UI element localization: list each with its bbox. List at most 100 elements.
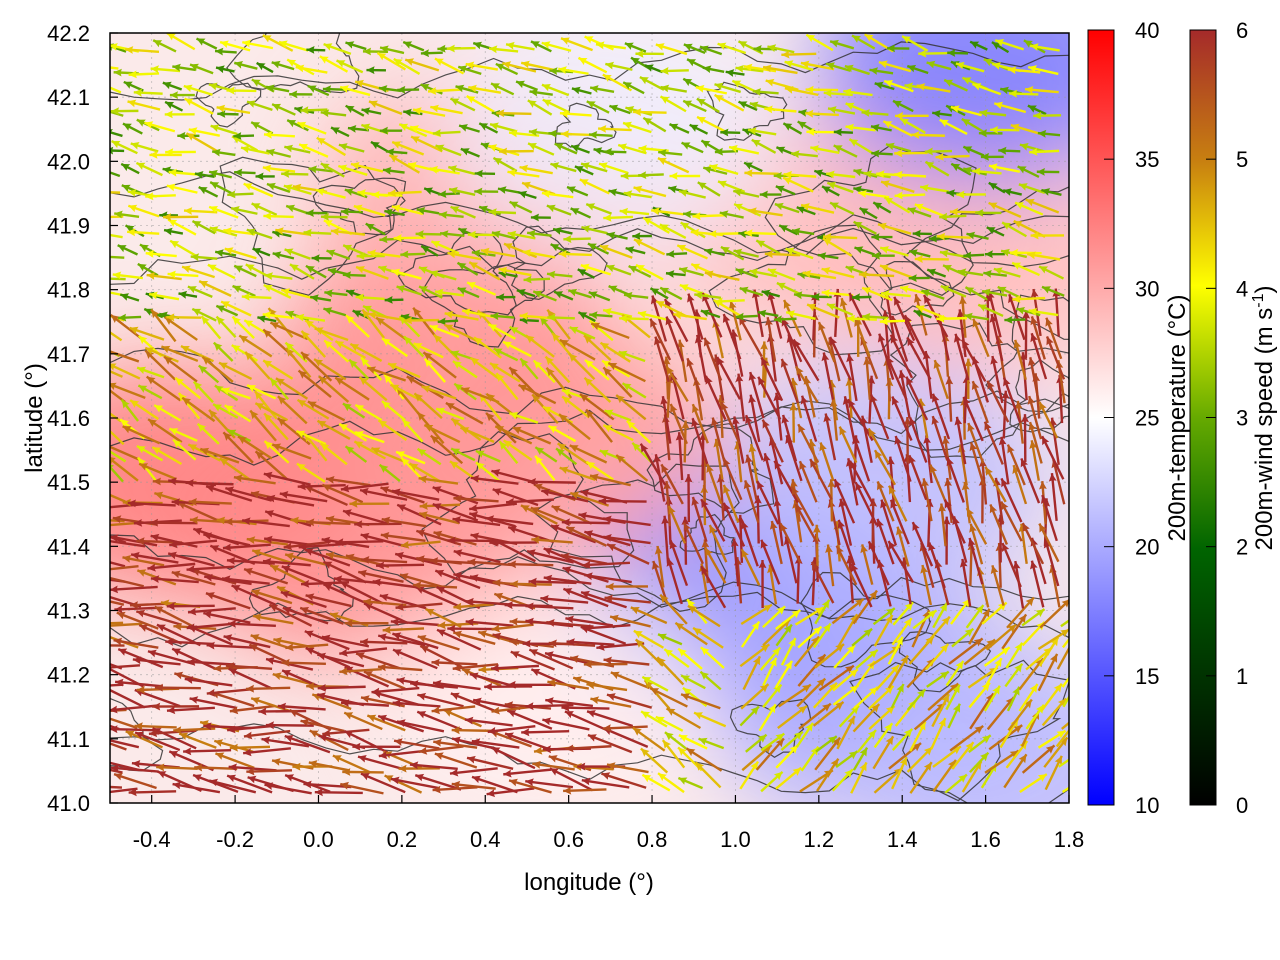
- x-tick-label: -0.2: [216, 827, 254, 852]
- wind-vector: [348, 358, 370, 380]
- wind-vector: [197, 364, 220, 384]
- wind-vector: [607, 361, 646, 383]
- wind-vector: [432, 486, 479, 505]
- wind-vector: [222, 431, 254, 464]
- wind-vector: [484, 682, 533, 691]
- wind-vector: [668, 123, 690, 134]
- wind-vector: [400, 250, 426, 259]
- wind-vector: [660, 84, 687, 93]
- wind-vector: [1008, 89, 1039, 98]
- wind-vector: [110, 215, 124, 219]
- wind-vector: [281, 658, 326, 667]
- wind-vector: [863, 170, 891, 179]
- wind-vector: [589, 473, 631, 487]
- wind-vector: [146, 272, 182, 281]
- wind-vector: [378, 749, 427, 760]
- wind-vector: [553, 290, 574, 301]
- wind-vector: [449, 767, 498, 777]
- wind-vector: [418, 511, 460, 525]
- wind-vector: [263, 412, 289, 441]
- wind-vector: [314, 327, 349, 342]
- wind-vector: [478, 122, 499, 134]
- wind-vector: [659, 223, 687, 240]
- wind-vector: [214, 752, 255, 770]
- wind-vector: [263, 440, 290, 464]
- wind-vector: [1045, 317, 1063, 360]
- wind-vector: [909, 721, 927, 752]
- wind-vector: [508, 778, 552, 794]
- wind-vector: [156, 763, 198, 772]
- wind-vector: [706, 463, 723, 504]
- wind-vector: [279, 491, 328, 503]
- wind-vector: [1004, 316, 1026, 324]
- wind-vector: [451, 780, 496, 790]
- wind-vector: [188, 127, 221, 137]
- wind-vector: [507, 230, 536, 240]
- wind-vector: [165, 148, 196, 156]
- wind-vector: [243, 182, 274, 198]
- wind-vector: [506, 709, 553, 730]
- wind-vector: [703, 337, 723, 381]
- wind-vector: [949, 724, 984, 752]
- wind-vector: [471, 775, 518, 794]
- wind-vector: [944, 773, 968, 794]
- y-tick-label: 41.3: [47, 599, 90, 624]
- wind-vector: [932, 602, 949, 629]
- wind-vector: [499, 147, 534, 156]
- wind-vector: [307, 400, 346, 422]
- wind-vector: [1003, 753, 1028, 789]
- wind-vector: [398, 764, 440, 773]
- wind-vector: [110, 561, 126, 568]
- wind-vector: [297, 369, 332, 398]
- wind-vector: [165, 638, 214, 646]
- wind-vector: [928, 234, 949, 243]
- wind-vector: [488, 45, 519, 54]
- wind-vector: [124, 46, 160, 54]
- wind-vector: [948, 637, 984, 665]
- wind-vector: [945, 376, 954, 422]
- wind-vector: [252, 613, 294, 625]
- wind-vector: [889, 499, 910, 545]
- wind-vector: [399, 573, 443, 589]
- wind-vector: [397, 85, 420, 94]
- wind-vector: [418, 285, 443, 299]
- wind-vector: [812, 701, 845, 727]
- wind-vector: [932, 110, 952, 118]
- wind-vector: [947, 49, 969, 57]
- wind-vector: [874, 81, 895, 91]
- wind-vector: [981, 288, 1008, 297]
- wind-vector: [393, 57, 421, 75]
- wind-vector: [1058, 758, 1069, 768]
- wind-vector: [812, 622, 832, 649]
- wind-vector: [901, 35, 929, 52]
- wind-vector: [752, 88, 779, 96]
- wind-vector: [565, 525, 607, 547]
- wind-vector: [860, 544, 874, 585]
- wind-vector: [254, 402, 289, 422]
- wind-vector: [186, 622, 235, 632]
- wind-vector: [698, 737, 725, 750]
- wind-vector: [1013, 339, 1027, 380]
- wind-vector: [665, 270, 686, 278]
- wind-vector: [300, 718, 345, 733]
- wind-vector: [201, 355, 234, 383]
- wind-vector: [183, 747, 232, 756]
- wind-vector: [979, 109, 1007, 117]
- wind-vector: [927, 682, 960, 711]
- wind-vector: [837, 519, 856, 566]
- wind-vector: [805, 85, 839, 94]
- wind-vector: [224, 247, 257, 260]
- wind-vector: [550, 243, 571, 255]
- wind-vector: [395, 602, 443, 611]
- wind-vector: [630, 606, 668, 625]
- wind-vector: [783, 170, 817, 179]
- wind-vector: [858, 190, 890, 199]
- wind-vector: [911, 521, 934, 567]
- wind-vector: [305, 264, 327, 279]
- wind-vector: [128, 788, 177, 797]
- wind-vector: [110, 787, 138, 794]
- wind-vector: [122, 122, 143, 135]
- wind-vector: [907, 207, 932, 218]
- wind-vector: [794, 503, 819, 545]
- wind-vector: [565, 744, 612, 753]
